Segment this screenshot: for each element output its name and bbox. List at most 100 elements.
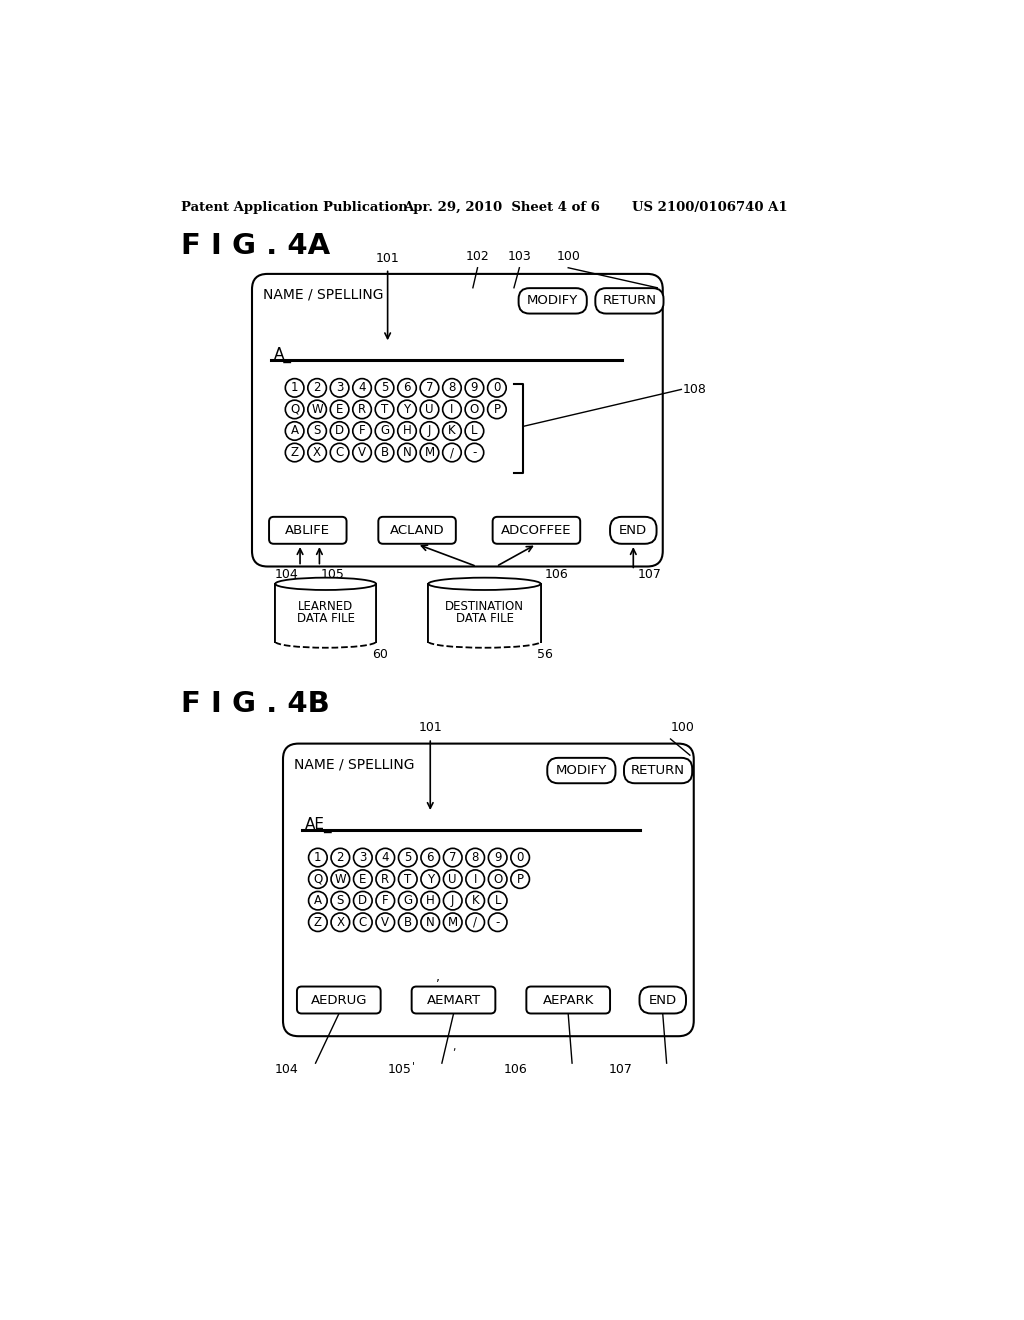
- Text: DATA FILE: DATA FILE: [297, 612, 354, 626]
- Text: 56: 56: [537, 648, 553, 661]
- Text: ': ': [412, 1061, 415, 1071]
- Text: 6: 6: [403, 381, 411, 395]
- Text: NAME / SPELLING: NAME / SPELLING: [263, 288, 383, 302]
- Text: H: H: [426, 894, 434, 907]
- FancyBboxPatch shape: [269, 517, 346, 544]
- FancyBboxPatch shape: [595, 288, 664, 314]
- Text: 5: 5: [381, 381, 388, 395]
- Text: R: R: [381, 873, 389, 886]
- Text: U: U: [425, 403, 434, 416]
- Text: 8: 8: [471, 851, 479, 865]
- Text: 106: 106: [544, 568, 568, 581]
- Text: U: U: [449, 873, 457, 886]
- Text: 6: 6: [427, 851, 434, 865]
- Text: 0: 0: [516, 851, 524, 865]
- Text: 101: 101: [376, 252, 399, 264]
- Text: 9: 9: [471, 381, 478, 395]
- Text: 103: 103: [508, 249, 531, 263]
- Text: I: I: [451, 403, 454, 416]
- Text: -: -: [472, 446, 476, 459]
- Text: J: J: [428, 425, 431, 437]
- Text: P: P: [494, 403, 501, 416]
- Text: I: I: [473, 873, 477, 886]
- FancyBboxPatch shape: [610, 517, 656, 544]
- Text: 106: 106: [504, 1063, 527, 1076]
- Text: F I G . 4A: F I G . 4A: [180, 231, 330, 260]
- Text: -: -: [496, 916, 500, 929]
- Text: 108: 108: [683, 383, 707, 396]
- Text: DESTINATION: DESTINATION: [445, 601, 524, 612]
- Text: 100: 100: [671, 721, 694, 734]
- Text: US 2100/0106740 A1: US 2100/0106740 A1: [632, 201, 787, 214]
- Text: MODIFY: MODIFY: [556, 764, 607, 777]
- Text: Patent Application Publication: Patent Application Publication: [180, 201, 408, 214]
- FancyBboxPatch shape: [297, 986, 381, 1014]
- Text: 7: 7: [426, 381, 433, 395]
- Text: 1: 1: [291, 381, 298, 395]
- Text: A: A: [314, 894, 322, 907]
- Text: M: M: [447, 916, 458, 929]
- Text: E: E: [359, 873, 367, 886]
- Text: 3: 3: [359, 851, 367, 865]
- Text: J: J: [451, 894, 455, 907]
- FancyBboxPatch shape: [518, 288, 587, 314]
- Text: 9: 9: [494, 851, 502, 865]
- Text: G: G: [380, 425, 389, 437]
- Ellipse shape: [275, 578, 376, 590]
- Text: 1: 1: [314, 851, 322, 865]
- Text: W: W: [335, 873, 346, 886]
- Text: NAME / SPELLING: NAME / SPELLING: [294, 758, 415, 771]
- Text: 100: 100: [556, 249, 581, 263]
- Text: N: N: [426, 916, 434, 929]
- Text: A_: A_: [273, 347, 292, 363]
- Text: T: T: [381, 403, 388, 416]
- Text: /: /: [450, 446, 454, 459]
- FancyBboxPatch shape: [412, 986, 496, 1014]
- Text: F I G . 4B: F I G . 4B: [180, 689, 330, 718]
- FancyBboxPatch shape: [624, 758, 692, 783]
- Text: Z: Z: [314, 916, 322, 929]
- Text: E: E: [336, 403, 343, 416]
- FancyBboxPatch shape: [640, 986, 686, 1014]
- Text: 7: 7: [449, 851, 457, 865]
- Text: 8: 8: [449, 381, 456, 395]
- Text: B: B: [381, 446, 388, 459]
- Text: T: T: [404, 873, 412, 886]
- Text: S: S: [313, 425, 321, 437]
- Text: MODIFY: MODIFY: [527, 294, 579, 308]
- Text: 107: 107: [637, 568, 662, 581]
- Text: A: A: [291, 425, 299, 437]
- Text: D: D: [335, 425, 344, 437]
- Text: LEARNED: LEARNED: [298, 601, 353, 612]
- Text: Y: Y: [403, 403, 411, 416]
- Text: DATA FILE: DATA FILE: [456, 612, 513, 626]
- Text: H: H: [402, 425, 412, 437]
- Text: B: B: [403, 916, 412, 929]
- Text: ACLAND: ACLAND: [390, 524, 444, 537]
- Text: V: V: [381, 916, 389, 929]
- Text: 60: 60: [372, 648, 388, 661]
- Text: Q: Q: [290, 403, 299, 416]
- Text: 4: 4: [358, 381, 366, 395]
- Text: S: S: [337, 894, 344, 907]
- Text: 101: 101: [419, 721, 442, 734]
- Text: ,: ,: [452, 1043, 456, 1052]
- Text: 5: 5: [404, 851, 412, 865]
- FancyBboxPatch shape: [547, 758, 615, 783]
- Text: K: K: [471, 894, 479, 907]
- Text: Z: Z: [291, 446, 299, 459]
- Text: R: R: [358, 403, 367, 416]
- Text: ABLIFE: ABLIFE: [286, 524, 331, 537]
- Text: ADCOFFEE: ADCOFFEE: [501, 524, 571, 537]
- FancyBboxPatch shape: [493, 517, 581, 544]
- Text: K: K: [449, 425, 456, 437]
- Text: D: D: [358, 894, 368, 907]
- Text: 104: 104: [274, 568, 299, 581]
- Text: 105: 105: [321, 568, 345, 581]
- Text: O: O: [470, 403, 479, 416]
- Text: 4: 4: [382, 851, 389, 865]
- Text: ,: ,: [436, 970, 440, 983]
- Text: L: L: [495, 894, 501, 907]
- Text: Apr. 29, 2010  Sheet 4 of 6: Apr. 29, 2010 Sheet 4 of 6: [403, 201, 600, 214]
- FancyBboxPatch shape: [283, 743, 693, 1036]
